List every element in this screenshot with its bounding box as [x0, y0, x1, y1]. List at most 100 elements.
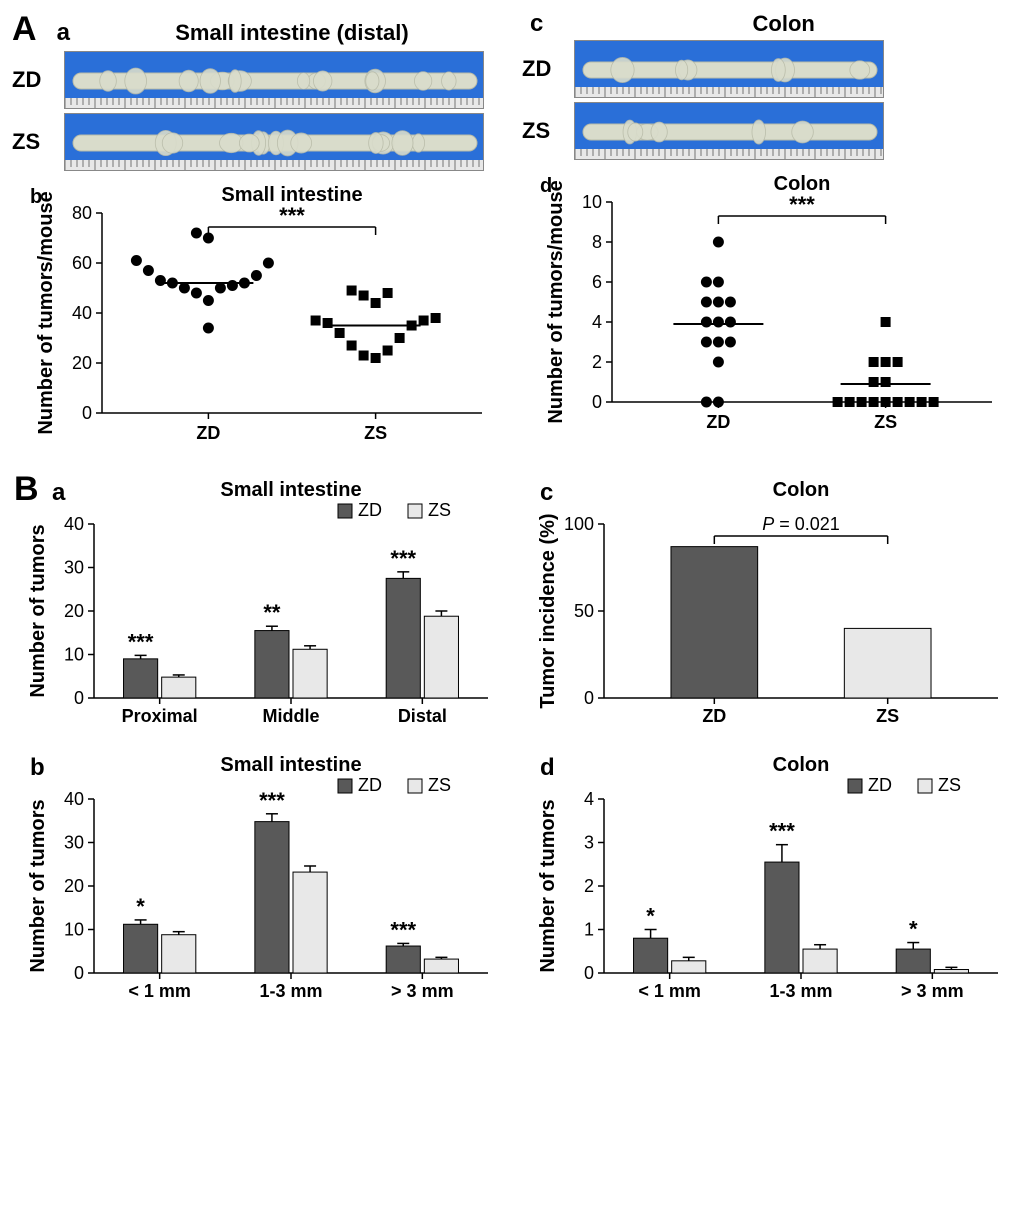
- svg-text:0: 0: [584, 688, 594, 708]
- svg-text:***: ***: [769, 819, 795, 844]
- svg-text:10: 10: [64, 920, 84, 940]
- svg-text:P = 0.021: P = 0.021: [762, 514, 840, 534]
- strip-label-zd: ZD: [12, 67, 56, 93]
- strip-row-zd-si: ZD: [12, 51, 502, 109]
- strip-row-zs-si: ZS: [12, 113, 502, 171]
- scatter-plot-colon: dColon0246810Number of tumors/mouseZDZS*…: [522, 168, 1012, 438]
- panel-A-d: dColon0246810Number of tumors/mouseZDZS*…: [522, 168, 1012, 443]
- svg-text:0: 0: [592, 392, 602, 412]
- svg-text:*: *: [909, 917, 918, 942]
- svg-text:10: 10: [64, 645, 84, 665]
- strip-row-zd-colon: ZD: [522, 40, 1012, 98]
- svg-text:ZS: ZS: [428, 500, 451, 520]
- svg-text:100: 100: [564, 514, 594, 534]
- bar-chart-si-region: BaSmall intestineZDZS010203040Number of …: [12, 472, 502, 732]
- svg-text:***: ***: [279, 203, 305, 228]
- svg-text:30: 30: [64, 833, 84, 853]
- photo-strips-colon: ZD ZS: [522, 40, 1012, 160]
- photo-strips-si: ZD ZS: [12, 51, 502, 171]
- svg-text:40: 40: [72, 303, 92, 323]
- svg-text:**: **: [263, 600, 281, 625]
- svg-text:*: *: [646, 904, 655, 929]
- svg-text:ZD: ZD: [196, 423, 220, 443]
- svg-text:3: 3: [584, 833, 594, 853]
- svg-text:ZS: ZS: [876, 706, 899, 726]
- svg-text:Proximal: Proximal: [122, 706, 198, 726]
- svg-text:Number of tumors: Number of tumors: [27, 799, 49, 972]
- panel-A-a-title: Small intestine (distal): [82, 20, 502, 46]
- panel-letter-A: A: [12, 10, 37, 49]
- svg-text:60: 60: [72, 253, 92, 273]
- svg-text:***: ***: [789, 192, 815, 217]
- section-B-left: BaSmall intestineZDZS010203040Number of …: [12, 472, 502, 1022]
- panel-B-b: bSmall intestineZDZS010203040Number of t…: [12, 747, 502, 1012]
- svg-text:ZD: ZD: [358, 775, 382, 795]
- svg-text:50: 50: [574, 601, 594, 621]
- svg-text:***: ***: [259, 788, 285, 813]
- svg-text:> 3 mm: > 3 mm: [901, 981, 964, 1001]
- svg-text:< 1 mm: < 1 mm: [638, 981, 701, 1001]
- svg-text:0: 0: [74, 688, 84, 708]
- svg-text:40: 40: [64, 514, 84, 534]
- svg-text:ZS: ZS: [364, 423, 387, 443]
- svg-text:2: 2: [584, 876, 594, 896]
- svg-text:4: 4: [592, 312, 602, 332]
- svg-text:30: 30: [64, 558, 84, 578]
- svg-text:40: 40: [64, 789, 84, 809]
- panel-A-a: A a Small intestine (distal) ZD ZS: [12, 10, 502, 171]
- svg-text:1-3 mm: 1-3 mm: [259, 981, 322, 1001]
- svg-text:ZD: ZD: [702, 706, 726, 726]
- svg-text:a: a: [52, 479, 66, 506]
- panel-A-c: c Colon ZD ZS: [522, 10, 1012, 160]
- figure-root: A a Small intestine (distal) ZD ZS: [0, 0, 1020, 1032]
- panel-B-a: BaSmall intestineZDZS010203040Number of …: [12, 472, 502, 737]
- tissue-photo-zd-si: [64, 51, 484, 109]
- svg-text:Small intestine: Small intestine: [220, 479, 361, 501]
- svg-text:B: B: [14, 472, 39, 508]
- svg-text:ZS: ZS: [938, 775, 961, 795]
- svg-text:0: 0: [82, 403, 92, 423]
- svg-text:4: 4: [584, 789, 594, 809]
- svg-text:6: 6: [592, 272, 602, 292]
- panel-B-d: dColonZDZS01234Number of tumors< 1 mm*1-…: [522, 747, 1012, 1012]
- svg-text:Colon: Colon: [773, 754, 830, 776]
- svg-text:***: ***: [128, 629, 154, 654]
- tissue-photo-zd-colon: [574, 40, 884, 98]
- svg-text:1: 1: [584, 920, 594, 940]
- panel-A-b: bSmall intestine020406080Number of tumor…: [12, 179, 502, 454]
- svg-text:Middle: Middle: [263, 706, 320, 726]
- panel-A-c-titlebar: c Colon: [522, 10, 1012, 38]
- svg-text:***: ***: [390, 917, 416, 942]
- scatter-plot-si: bSmall intestine020406080Number of tumor…: [12, 179, 502, 449]
- svg-text:Number of tumors/mouse: Number of tumors/mouse: [35, 191, 57, 434]
- section-A-right: c Colon ZD ZS dColon0246810Number of tum…: [522, 10, 1012, 454]
- svg-text:Number of tumors: Number of tumors: [537, 799, 559, 972]
- svg-text:Distal: Distal: [398, 706, 447, 726]
- svg-text:Small intestine: Small intestine: [220, 754, 361, 776]
- svg-text:***: ***: [390, 546, 416, 571]
- svg-text:Number of tumors: Number of tumors: [27, 524, 49, 697]
- section-A-left: A a Small intestine (distal) ZD ZS: [12, 10, 502, 454]
- strip-label-zs-c: ZS: [522, 118, 566, 144]
- bar-chart-colon-size: dColonZDZS01234Number of tumors< 1 mm*1-…: [522, 747, 1012, 1007]
- svg-text:ZD: ZD: [706, 412, 730, 432]
- svg-text:Number of tumors/mouse: Number of tumors/mouse: [545, 180, 567, 423]
- svg-text:b: b: [30, 754, 45, 781]
- strip-label-zd-c: ZD: [522, 56, 566, 82]
- section-B: BaSmall intestineZDZS010203040Number of …: [12, 472, 1008, 1022]
- panel-A-a-titlebar: A a Small intestine (distal): [12, 10, 502, 49]
- tissue-photo-zs-si: [64, 113, 484, 171]
- panel-B-c: cColon050100Tumor incidence (%)ZDZSP = 0…: [522, 472, 1012, 737]
- bar-chart-colon-incidence: cColon050100Tumor incidence (%)ZDZSP = 0…: [522, 472, 1012, 732]
- section-B-right: cColon050100Tumor incidence (%)ZDZSP = 0…: [522, 472, 1012, 1022]
- svg-text:2: 2: [592, 352, 602, 372]
- svg-text:ZS: ZS: [428, 775, 451, 795]
- svg-text:0: 0: [74, 963, 84, 983]
- svg-text:ZS: ZS: [874, 412, 897, 432]
- svg-text:8: 8: [592, 232, 602, 252]
- svg-text:Colon: Colon: [773, 479, 830, 501]
- svg-text:Tumor incidence (%): Tumor incidence (%): [537, 513, 559, 708]
- svg-text:0: 0: [584, 963, 594, 983]
- panel-A-c-title: Colon: [555, 11, 1012, 37]
- subpanel-letter-a: a: [57, 19, 70, 47]
